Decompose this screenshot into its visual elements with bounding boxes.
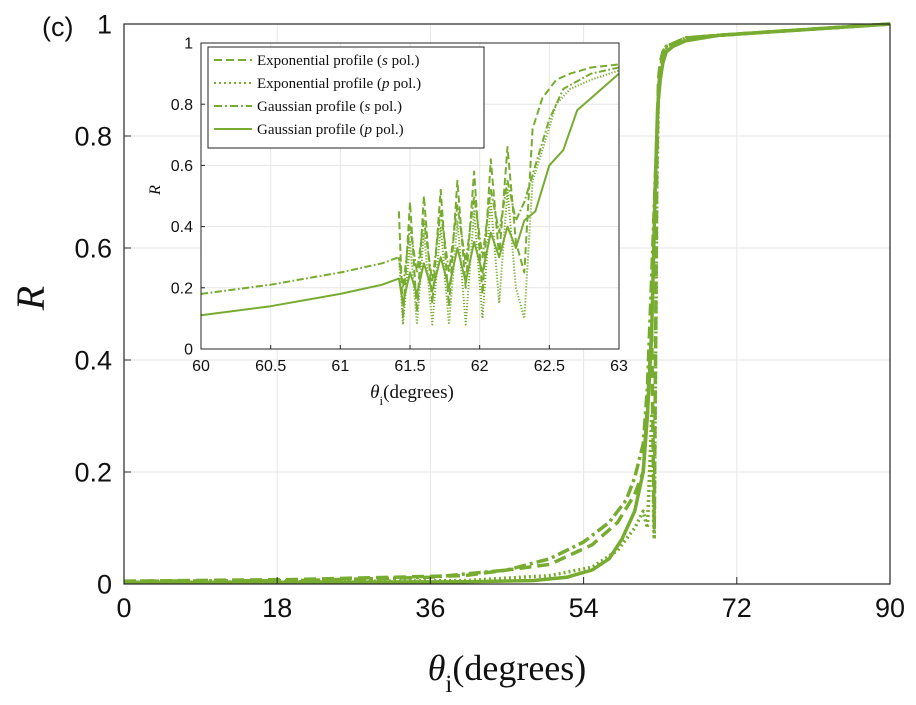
legend-text: Gaussian profile (p pol.): [257, 122, 404, 138]
x-tick-label: 61: [331, 358, 349, 375]
x-tick-label: 63: [610, 358, 628, 375]
series-line: [200, 66, 620, 295]
x-tick-label: 90: [875, 593, 905, 623]
main-tick-labels: 0 18 36 54 72 90 0 0.2 0.4 0.6 0.8 1: [74, 9, 905, 623]
main-x-axis-label: θi(degrees): [428, 648, 587, 698]
x-tick-label: 62: [471, 358, 489, 375]
y-tick-label: 0: [97, 569, 112, 599]
legend-entry: Exponential profile (p pol.): [214, 76, 421, 92]
legend-text: Gaussian profile (s pol.): [257, 99, 402, 115]
inset-legend: Exponential profile (s pol.) Exponential…: [207, 46, 485, 149]
legend-entry: Gaussian profile (s pol.): [214, 99, 402, 115]
y-tick-label: 0.4: [74, 345, 112, 375]
legend-text: Exponential profile (p pol.): [257, 76, 421, 92]
x-tick-label: 61.5: [394, 358, 425, 375]
inset-x-axis-label: θi(degrees): [370, 382, 454, 408]
main-series-lines: [123, 22, 891, 585]
inset-tick-labels: 60 60.5 61 61.5 62 62.5 63 0 0.2 0.4 0.6 0.8 1: [171, 36, 628, 375]
x-tick-label: 54: [569, 593, 599, 623]
legend-entry: Gaussian profile (p pol.): [214, 122, 404, 138]
x-tick-label: 62.5: [534, 358, 565, 375]
y-tick-label: 0: [184, 342, 193, 359]
series-line: [123, 22, 891, 583]
y-tick-label: 0.4: [171, 219, 193, 236]
panel-label: (c): [42, 12, 73, 42]
y-tick-label: 0.2: [74, 457, 112, 487]
x-tick-label: 18: [262, 593, 292, 623]
x-tick-label: 60.5: [255, 358, 286, 375]
series-line: [200, 72, 620, 317]
y-tick-label: 0.8: [171, 97, 193, 114]
x-tick-label: 0: [116, 593, 131, 623]
y-tick-label: 1: [184, 36, 193, 53]
legend-text: Exponential profile (s pol.): [257, 53, 419, 69]
x-tick-label: 36: [415, 593, 445, 623]
inset-series-lines: [200, 63, 620, 326]
legend-entry: Exponential profile (s pol.): [214, 53, 419, 69]
y-tick-label: 0.8: [74, 121, 112, 151]
main-axes-frame: [123, 23, 891, 585]
x-tick-label: 72: [722, 593, 752, 623]
y-tick-label: 1: [97, 9, 112, 39]
series-line: [124, 22, 891, 585]
y-tick-label: 0.6: [171, 158, 193, 175]
y-tick-label: 0.6: [74, 233, 112, 263]
x-tick-label: 60: [192, 358, 210, 375]
main-y-axis-label: R: [8, 286, 53, 311]
series-line: [397, 69, 620, 326]
legend-box: [207, 46, 485, 149]
inset-y-axis-label: R: [147, 185, 164, 196]
y-tick-label: 0.2: [171, 280, 193, 297]
